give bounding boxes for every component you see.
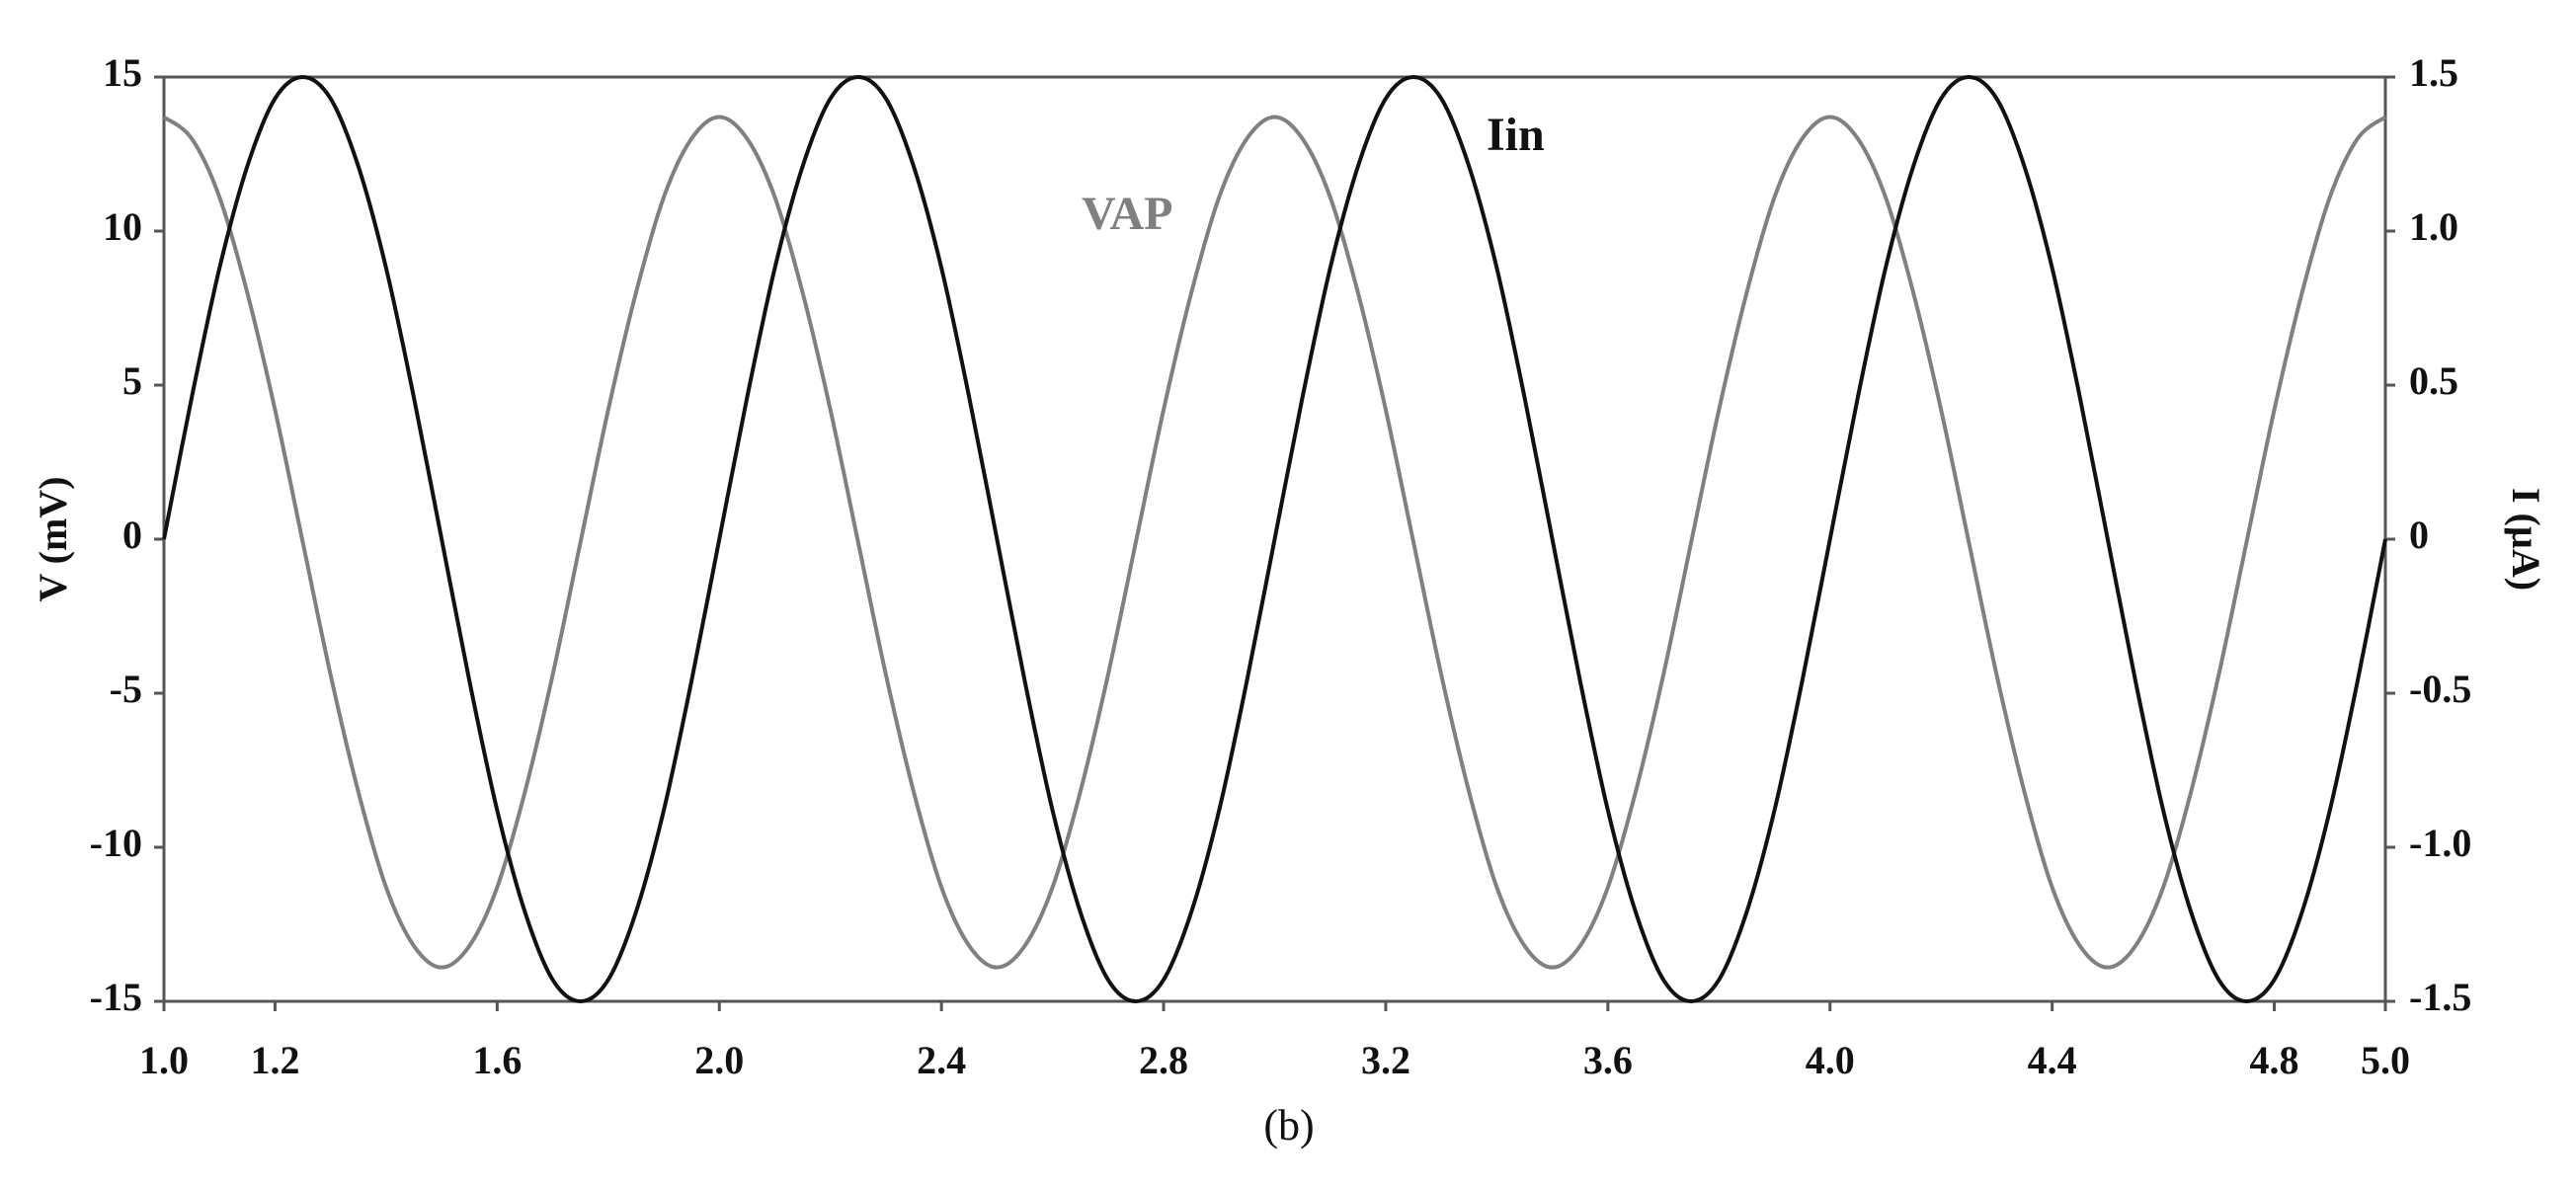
x-tick-label: 3.2 [1361,1038,1410,1082]
x-tick-label: 1.2 [250,1038,299,1082]
series-label: Iin [1487,109,1545,161]
y2-axis-label: I (µA) [2504,488,2548,591]
x-tick-label: 2.8 [1139,1038,1188,1082]
y2-tick-label: -0.5 [2409,667,2471,711]
y-tick-label: -5 [110,667,142,711]
series-line [162,74,2387,1004]
y2-tick-label: 0 [2409,513,2429,557]
x-tick-label: 1.0 [139,1038,189,1082]
x-tick-label: 2.4 [917,1038,966,1082]
y2-tick-label: 1.0 [2409,204,2458,249]
y-tick-label: -10 [90,821,142,865]
y-axis-label: V (mV) [31,476,75,601]
y2-tick-label: -1.5 [2409,975,2471,1019]
y-tick-label: 10 [103,204,142,249]
y2-tick-label: -1.0 [2409,821,2471,865]
x-tick-label: 4.4 [2028,1038,2077,1082]
x-tick-label: 1.6 [472,1038,522,1082]
series-label: VAP [1082,188,1172,240]
x-tick-label: 4.0 [1806,1038,1855,1082]
y-tick-label: 0 [122,513,142,557]
x-tick-label: 4.8 [2250,1038,2299,1082]
series-line [162,115,2387,970]
x-tick-label: 5.0 [2361,1038,2410,1082]
y2-tick-label: 1.5 [2409,50,2458,95]
chart-caption: (b) [1263,1101,1314,1149]
x-tick-label: 2.0 [694,1038,744,1082]
y-tick-label: 5 [122,358,142,403]
y-tick-label: 15 [103,50,142,95]
y2-tick-label: 0.5 [2409,358,2458,403]
y-tick-label: -15 [90,975,142,1019]
x-tick-label: 3.6 [1583,1038,1633,1082]
